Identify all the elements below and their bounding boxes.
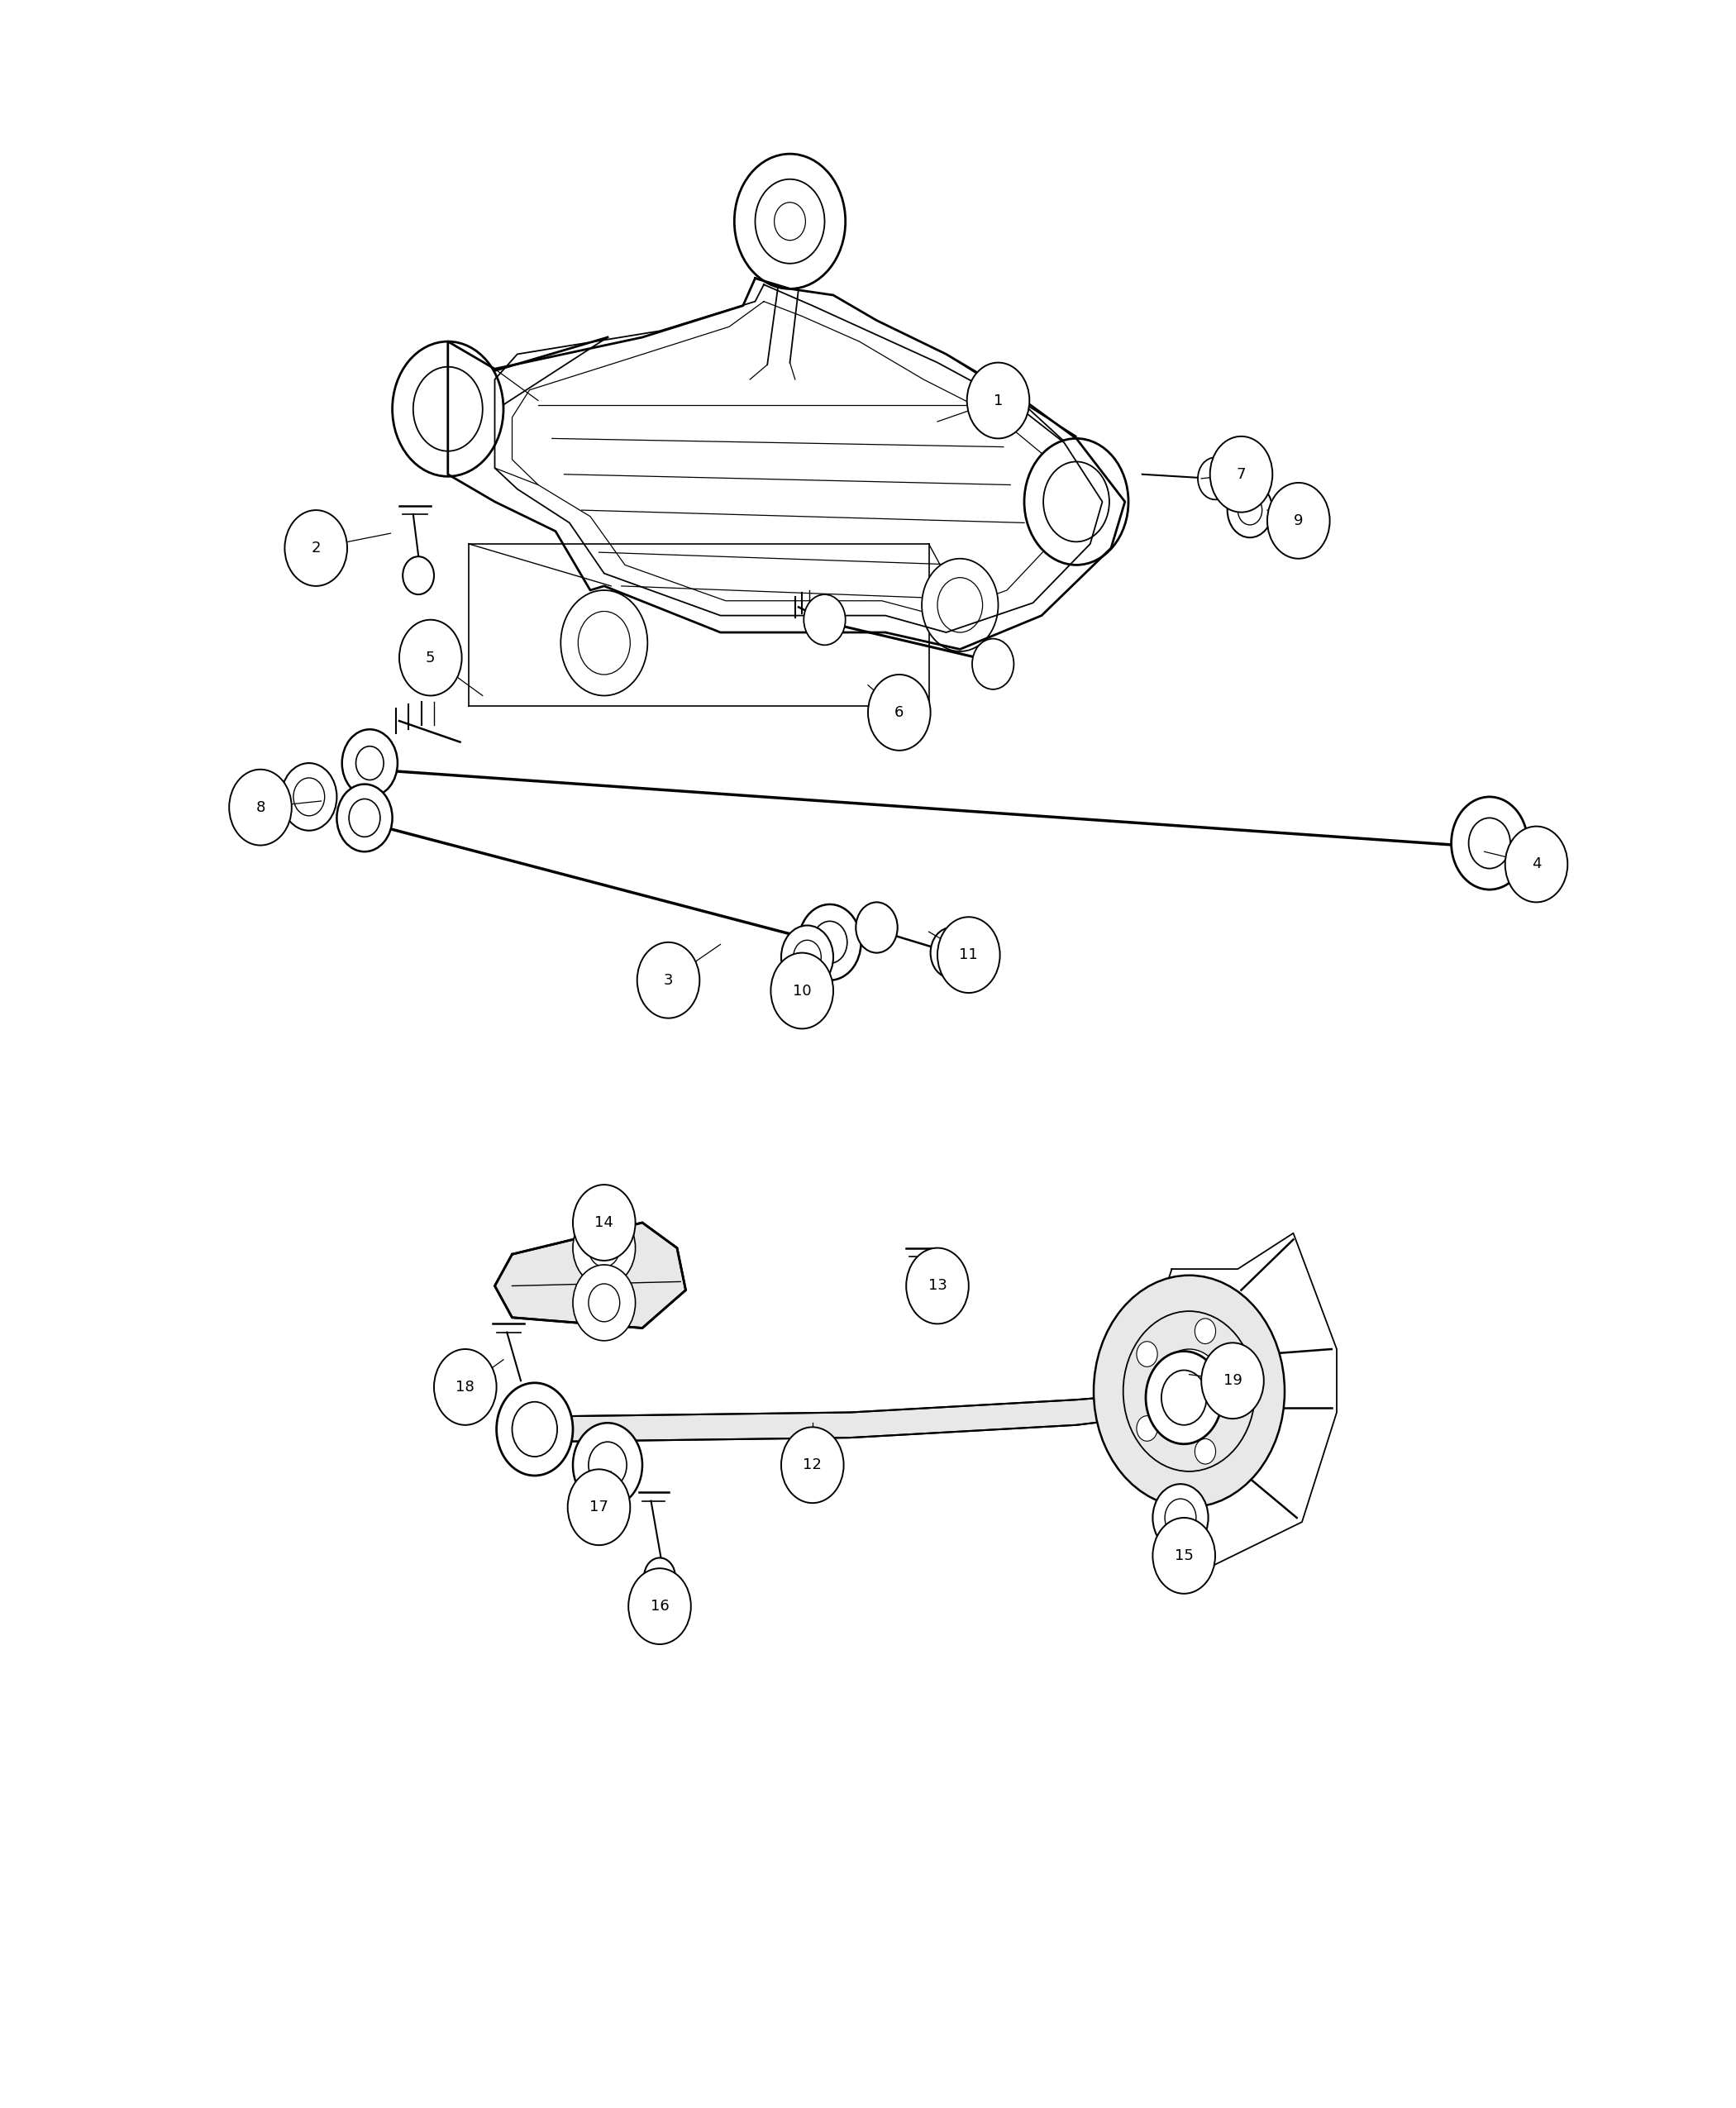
- Polygon shape: [538, 1391, 1180, 1442]
- Circle shape: [578, 611, 630, 675]
- Circle shape: [434, 1349, 496, 1425]
- Circle shape: [496, 1383, 573, 1476]
- Circle shape: [804, 594, 845, 645]
- Circle shape: [1194, 1440, 1215, 1465]
- Text: 13: 13: [929, 1277, 946, 1294]
- Circle shape: [1161, 1370, 1207, 1425]
- Circle shape: [403, 557, 434, 594]
- Circle shape: [637, 942, 700, 1018]
- Circle shape: [573, 1210, 635, 1286]
- Circle shape: [1153, 1484, 1208, 1551]
- Circle shape: [342, 729, 398, 797]
- Circle shape: [628, 1568, 691, 1644]
- Text: 15: 15: [1175, 1547, 1193, 1564]
- Circle shape: [967, 363, 1029, 438]
- Circle shape: [399, 620, 462, 696]
- Circle shape: [589, 1442, 627, 1488]
- Circle shape: [781, 925, 833, 989]
- Circle shape: [1165, 1499, 1196, 1537]
- Circle shape: [573, 1265, 635, 1341]
- Text: 6: 6: [894, 704, 904, 721]
- Circle shape: [1451, 797, 1528, 890]
- Circle shape: [1153, 1518, 1215, 1594]
- Circle shape: [755, 179, 825, 264]
- Text: 12: 12: [804, 1457, 821, 1473]
- Text: 4: 4: [1531, 856, 1542, 873]
- Text: 18: 18: [457, 1379, 474, 1395]
- Circle shape: [1469, 818, 1510, 868]
- Circle shape: [281, 763, 337, 831]
- Text: 10: 10: [793, 982, 811, 999]
- Circle shape: [568, 1469, 630, 1545]
- Text: 16: 16: [651, 1598, 668, 1615]
- Circle shape: [972, 639, 1014, 689]
- Text: 17: 17: [590, 1499, 608, 1516]
- Text: 2: 2: [311, 540, 321, 557]
- Circle shape: [1198, 457, 1233, 500]
- Text: 8: 8: [255, 799, 266, 816]
- Circle shape: [573, 1185, 635, 1261]
- Circle shape: [1238, 495, 1262, 525]
- Circle shape: [589, 1229, 620, 1267]
- Circle shape: [1505, 826, 1568, 902]
- Text: 3: 3: [663, 972, 674, 989]
- Circle shape: [937, 917, 1000, 993]
- Text: 9: 9: [1293, 512, 1304, 529]
- Circle shape: [930, 928, 972, 978]
- Text: 11: 11: [960, 946, 977, 963]
- Circle shape: [1154, 1349, 1224, 1433]
- Circle shape: [1267, 483, 1330, 559]
- Circle shape: [1227, 483, 1272, 538]
- Circle shape: [1194, 1318, 1215, 1343]
- Circle shape: [573, 1423, 642, 1507]
- Circle shape: [774, 202, 806, 240]
- Circle shape: [1043, 462, 1109, 542]
- Text: 7: 7: [1236, 466, 1246, 483]
- Circle shape: [771, 953, 833, 1029]
- Circle shape: [1024, 438, 1128, 565]
- Circle shape: [1123, 1311, 1255, 1471]
- Circle shape: [337, 784, 392, 852]
- Circle shape: [356, 746, 384, 780]
- Circle shape: [285, 510, 347, 586]
- Circle shape: [793, 940, 821, 974]
- Circle shape: [229, 769, 292, 845]
- Circle shape: [561, 590, 648, 696]
- Circle shape: [937, 578, 983, 632]
- Circle shape: [392, 341, 503, 476]
- Circle shape: [799, 904, 861, 980]
- Circle shape: [906, 1248, 969, 1324]
- Circle shape: [1231, 1379, 1252, 1404]
- Circle shape: [922, 559, 998, 651]
- Circle shape: [349, 799, 380, 837]
- Circle shape: [856, 902, 898, 953]
- Circle shape: [1094, 1275, 1285, 1507]
- Circle shape: [1137, 1417, 1158, 1442]
- Circle shape: [589, 1284, 620, 1322]
- Circle shape: [1210, 436, 1272, 512]
- Polygon shape: [495, 1223, 686, 1328]
- Circle shape: [512, 1402, 557, 1457]
- Text: 14: 14: [595, 1214, 613, 1231]
- Circle shape: [1201, 1343, 1264, 1419]
- Text: 19: 19: [1224, 1372, 1241, 1389]
- Circle shape: [868, 675, 930, 750]
- Circle shape: [1146, 1351, 1222, 1444]
- Circle shape: [644, 1558, 675, 1596]
- Text: 5: 5: [425, 649, 436, 666]
- Circle shape: [781, 1427, 844, 1503]
- Circle shape: [293, 778, 325, 816]
- Text: 1: 1: [993, 392, 1003, 409]
- Circle shape: [812, 921, 847, 963]
- Circle shape: [734, 154, 845, 289]
- Circle shape: [413, 367, 483, 451]
- Circle shape: [1137, 1341, 1158, 1366]
